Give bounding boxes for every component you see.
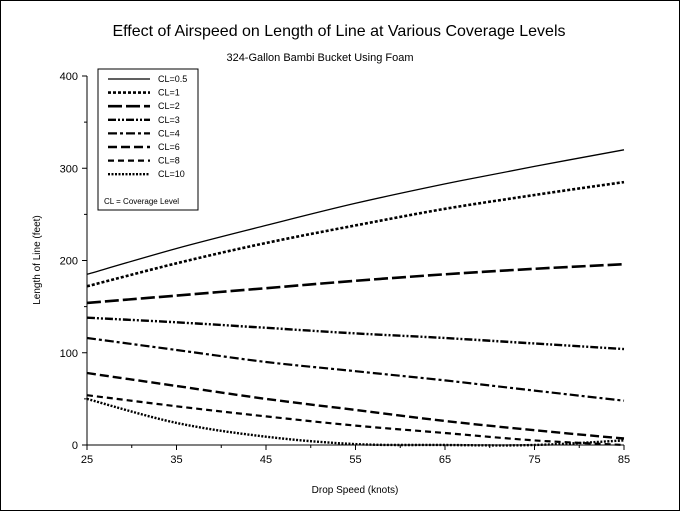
x-tick-label: 55	[349, 454, 361, 466]
y-tick-label: 200	[60, 256, 78, 268]
y-tick-label: 400	[60, 71, 78, 83]
x-tick-label: 45	[260, 454, 272, 466]
series-line-cl-1	[86, 180, 625, 288]
x-tick-label: 85	[618, 454, 630, 466]
series-line-cl-0-5	[86, 149, 625, 275]
series-line-cl-10	[86, 397, 625, 447]
legend-note: CL = Coverage Level	[104, 197, 179, 206]
legend: CL=0.5 CL=1 CL=2 CL=3 CL=4 CL=6 CL=8 CL=10 CL = …	[97, 68, 199, 211]
legend-label: CL=10	[158, 169, 185, 179]
series-line-cl-3	[86, 316, 625, 351]
y-tick-label: 100	[60, 348, 78, 360]
x-tick-label: 35	[170, 454, 182, 466]
legend-label: CL=4	[158, 128, 180, 138]
legend-label: CL=6	[158, 142, 180, 152]
legend-label: CL=8	[158, 156, 180, 166]
series-line-cl-8	[86, 394, 625, 447]
y-axis-label: Length of Line (feet)	[32, 215, 43, 305]
y-tick-label: 300	[60, 163, 78, 175]
x-tick-label: 25	[81, 454, 93, 466]
x-tick-label: 65	[439, 454, 451, 466]
legend-label: CL=0.5	[158, 74, 187, 84]
x-tick-label: 75	[528, 454, 540, 466]
chart-title: Effect of Airspeed on Length of Line at …	[112, 23, 565, 40]
y-tick-label: 0	[72, 440, 78, 452]
series-line-cl-2	[86, 262, 625, 305]
legend-label: CL=2	[158, 101, 180, 111]
plot-area: 25 35 45 55 65 75 85 0 100 200 300 400	[60, 71, 630, 466]
legend-label: CL=1	[158, 88, 180, 98]
chart-subtitle: 324-Gallon Bambi Bucket Using Foam	[226, 52, 413, 64]
legend-box	[97, 68, 199, 211]
legend-label: CL=3	[158, 115, 180, 125]
series-line-cl-4	[86, 336, 625, 402]
x-axis-label: Drop Speed (knots)	[312, 485, 399, 496]
